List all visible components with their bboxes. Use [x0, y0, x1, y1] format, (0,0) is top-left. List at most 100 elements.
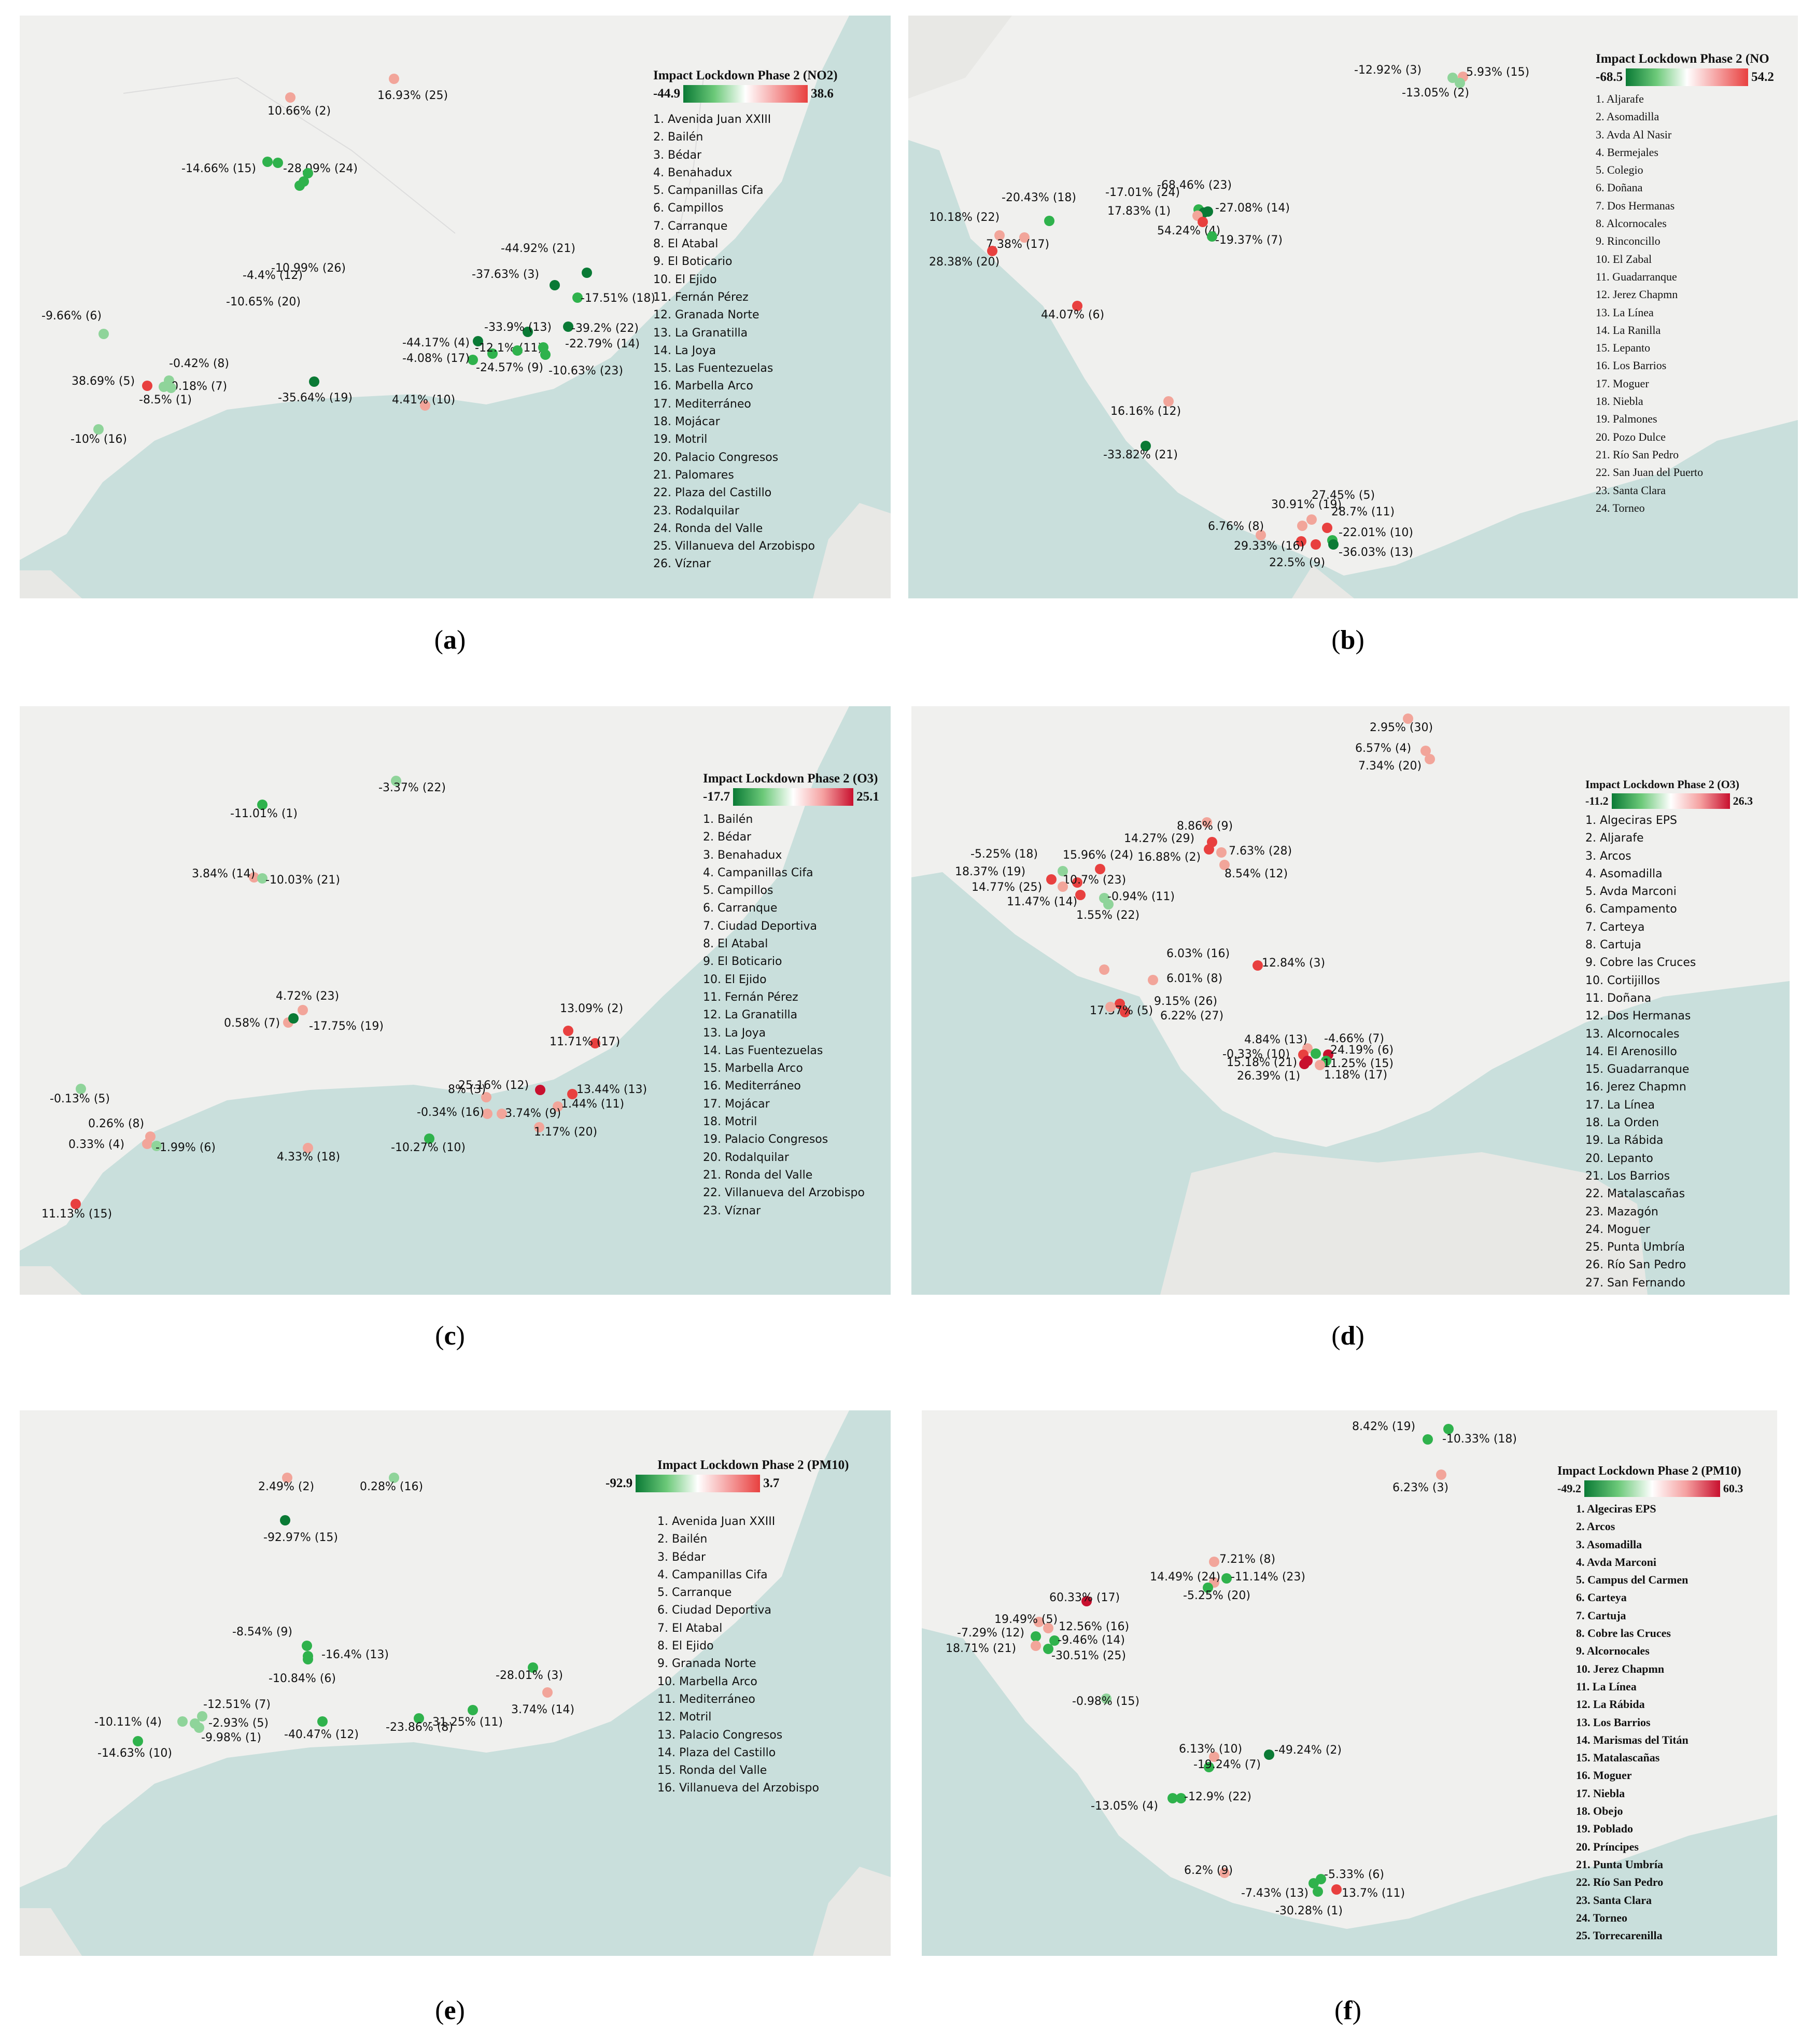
station-marker[interactable] [553, 1101, 563, 1112]
station-marker[interactable] [987, 246, 997, 256]
station-marker[interactable] [1403, 713, 1413, 724]
station-marker[interactable] [1219, 860, 1230, 870]
station-marker[interactable] [1331, 1884, 1342, 1895]
station-marker[interactable] [1297, 521, 1307, 531]
station-marker[interactable] [1072, 301, 1082, 311]
station-marker[interactable] [542, 1687, 553, 1698]
station-marker[interactable] [1163, 396, 1174, 407]
station-marker[interactable] [528, 1662, 538, 1673]
station-marker[interactable] [1311, 539, 1321, 550]
station-marker[interactable] [177, 1716, 188, 1727]
station-marker[interactable] [1095, 864, 1105, 874]
station-marker[interactable] [249, 872, 259, 883]
station-marker[interactable] [1313, 1886, 1323, 1897]
map-panel-c[interactable]: -3.37% (22) -11.01% (1) 3.84% (14) -10.03% … [20, 706, 891, 1295]
station-marker[interactable] [1203, 206, 1213, 217]
station-marker[interactable] [567, 1089, 578, 1099]
station-marker[interactable] [1311, 1048, 1321, 1059]
station-marker[interactable] [197, 1711, 207, 1721]
station-marker[interactable] [1203, 1583, 1213, 1593]
station-marker[interactable] [1322, 523, 1332, 533]
station-marker[interactable] [298, 1005, 308, 1015]
station-marker[interactable] [582, 268, 592, 278]
station-marker[interactable] [389, 74, 399, 84]
map-panel-a[interactable]: 16.93% (25) 10.66% (2) -14.66% (15) -28.09%… [20, 16, 891, 598]
station-marker[interactable] [1058, 881, 1068, 892]
station-marker[interactable] [303, 168, 313, 178]
station-marker[interactable] [1176, 1793, 1186, 1803]
station-marker[interactable] [1120, 1007, 1130, 1017]
station-marker[interactable] [151, 1141, 162, 1151]
station-marker[interactable] [1046, 874, 1057, 885]
station-marker[interactable] [1219, 1868, 1230, 1878]
station-marker[interactable] [280, 1515, 290, 1525]
station-marker[interactable] [257, 800, 268, 810]
station-marker[interactable] [1019, 232, 1030, 243]
station-marker[interactable] [1315, 1060, 1325, 1070]
station-marker[interactable] [257, 873, 268, 884]
station-marker[interactable] [389, 1473, 399, 1483]
station-marker[interactable] [1031, 1631, 1041, 1642]
station-marker[interactable] [1299, 1059, 1310, 1069]
station-marker[interactable] [99, 329, 109, 339]
station-marker[interactable] [1099, 964, 1109, 975]
map-panel-e[interactable]: 2.49% (2) 0.28% (16) -92.97% (15) -8.54% (9… [20, 1410, 891, 1956]
station-marker[interactable] [142, 1139, 152, 1149]
station-marker[interactable] [166, 383, 176, 393]
map-panel-d[interactable]: 2.95% (30) 6.57% (4) 7.34% (20) 8.86% (9) 14… [911, 706, 1790, 1295]
station-marker[interactable] [1043, 1644, 1053, 1654]
station-marker[interactable] [282, 1473, 292, 1483]
station-marker[interactable] [550, 280, 560, 290]
station-marker[interactable] [1425, 754, 1435, 764]
station-marker[interactable] [1034, 1617, 1044, 1627]
station-marker[interactable] [487, 348, 498, 359]
station-marker[interactable] [414, 1713, 424, 1724]
station-marker[interactable] [1167, 1793, 1178, 1803]
station-marker[interactable] [1031, 1641, 1041, 1651]
station-marker[interactable] [1423, 1434, 1433, 1445]
map-panel-f[interactable]: 8.42% (19) -10.33% (18) 6.23% (3) 7.21% (8)… [922, 1410, 1777, 1956]
station-marker[interactable] [1044, 216, 1054, 226]
station-marker[interactable] [1264, 1749, 1274, 1760]
station-marker[interactable] [1455, 78, 1465, 88]
station-marker[interactable] [540, 349, 551, 360]
station-marker[interactable] [535, 1085, 545, 1095]
station-marker[interactable] [468, 355, 478, 365]
station-marker[interactable] [1308, 1878, 1319, 1888]
station-marker[interactable] [288, 1013, 299, 1024]
station-marker[interactable] [468, 1705, 478, 1715]
station-marker[interactable] [1081, 1596, 1092, 1606]
station-marker[interactable] [523, 327, 533, 337]
station-marker[interactable] [76, 1084, 86, 1094]
station-marker[interactable] [994, 230, 1005, 241]
station-marker[interactable] [590, 1038, 600, 1048]
station-marker[interactable] [1306, 514, 1317, 525]
station-marker[interactable] [1216, 847, 1227, 858]
station-marker[interactable] [1204, 844, 1214, 855]
station-marker[interactable] [317, 1716, 328, 1727]
station-marker[interactable] [481, 1092, 491, 1102]
station-marker[interactable] [1043, 1623, 1053, 1633]
station-marker[interactable] [1328, 539, 1339, 550]
station-marker[interactable] [512, 345, 523, 356]
station-marker[interactable] [71, 1199, 81, 1209]
station-marker[interactable] [563, 321, 573, 332]
station-marker[interactable] [1198, 217, 1208, 227]
station-marker[interactable] [303, 1143, 313, 1153]
station-marker[interactable] [1443, 1424, 1454, 1434]
station-marker[interactable] [473, 336, 483, 346]
station-marker[interactable] [1296, 536, 1306, 547]
station-marker[interactable] [1075, 890, 1086, 900]
station-marker[interactable] [1204, 1762, 1214, 1772]
station-marker[interactable] [1253, 960, 1263, 971]
station-marker[interactable] [1072, 877, 1082, 888]
station-marker[interactable] [572, 292, 583, 303]
station-marker[interactable] [482, 1109, 493, 1119]
station-marker[interactable] [1221, 1573, 1232, 1584]
station-marker[interactable] [142, 381, 152, 391]
station-marker[interactable] [93, 424, 104, 435]
station-marker[interactable] [273, 158, 283, 168]
station-marker[interactable] [1207, 231, 1217, 242]
station-marker[interactable] [1209, 1557, 1219, 1567]
map-panel-b[interactable]: -12.92% (3) 5.93% (15) -13.05% (2) -20.43% … [908, 16, 1798, 598]
